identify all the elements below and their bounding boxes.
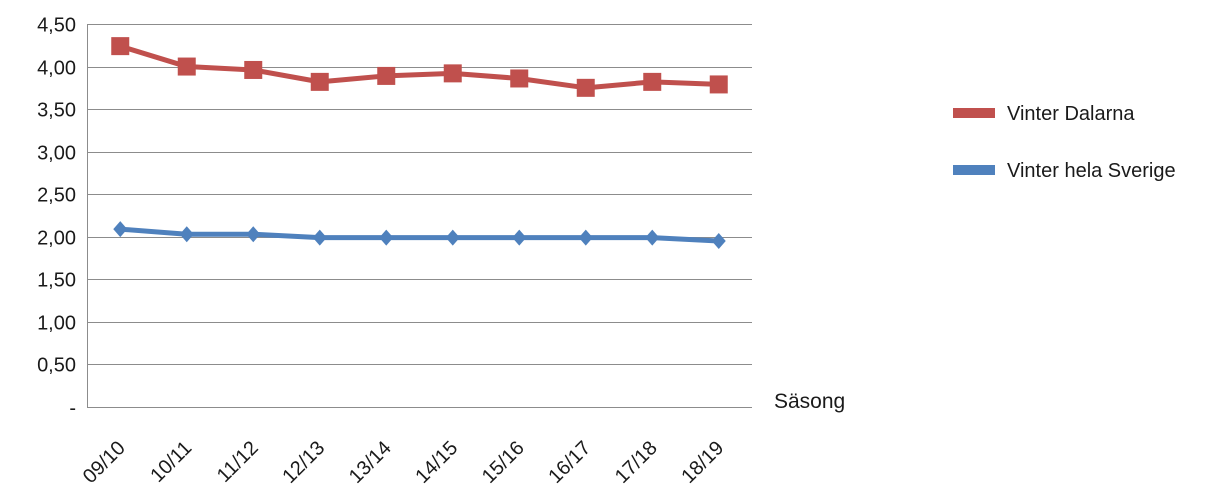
y-tick-label: 3,50 [37, 100, 76, 122]
y-tick-label: - [69, 398, 76, 420]
data-point-square [310, 72, 329, 91]
data-point-diamond [645, 229, 660, 246]
y-tick-label: 4,50 [37, 15, 76, 37]
x-tick-label: 09/10 [79, 437, 130, 488]
y-tick-label: 1,50 [37, 270, 76, 292]
data-point-square [377, 66, 396, 85]
y-tick-label: 2,50 [37, 185, 76, 207]
data-point-square [510, 69, 529, 88]
y-tick-label: 0,50 [37, 355, 76, 377]
data-point-diamond [113, 221, 128, 238]
data-point-diamond [246, 226, 261, 243]
x-axis-tick-labels: 09/10 10/11 11/12 12/13 13/14 14/15 15/16 16/17… [79, 437, 728, 488]
data-series [111, 37, 728, 250]
data-point-diamond [312, 229, 327, 246]
data-point-square [177, 57, 196, 76]
x-axis-title: Säsong [774, 390, 845, 413]
x-tick-label: 18/19 [677, 437, 728, 488]
x-tick-label: 12/13 [278, 437, 329, 488]
legend-label: Vinter hela Sverige [1007, 160, 1176, 182]
legend-label: Vinter Dalarna [1007, 103, 1135, 125]
y-tick-label: 1,00 [37, 313, 76, 335]
data-point-diamond [379, 229, 394, 246]
x-tick-label: 16/17 [544, 437, 595, 488]
y-tick-label: 3,00 [37, 143, 76, 165]
x-tick-label: 11/12 [213, 437, 263, 487]
data-point-diamond [578, 229, 593, 246]
x-tick-label: 17/18 [611, 437, 662, 488]
x-tick-label: 15/16 [478, 437, 529, 488]
data-point-square [443, 64, 462, 83]
data-point-diamond [445, 229, 460, 246]
series-line [117, 43, 722, 91]
data-point-square [576, 78, 595, 97]
series-line [117, 226, 722, 244]
data-point-square [111, 37, 130, 56]
x-tick-label: 14/15 [411, 437, 462, 488]
y-axis-tick-labels: - 0,50 1,00 1,50 2,00 2,50 3,00 3,50 4,00 4,50 [37, 15, 76, 420]
data-point-diamond [512, 229, 527, 246]
data-point-diamond [179, 226, 194, 243]
legend-swatch [953, 108, 995, 118]
data-point-square [244, 60, 263, 79]
x-tick-label: 10/11 [146, 437, 196, 487]
data-point-square [643, 72, 662, 91]
legend-swatch [953, 165, 995, 175]
data-point-square [709, 75, 728, 94]
legend: Vinter Dalarna Vinter hela Sverige [953, 103, 1176, 182]
y-tick-label: 4,00 [37, 58, 76, 80]
data-point-diamond [711, 233, 726, 250]
x-tick-label: 13/14 [345, 437, 396, 488]
y-tick-label: 2,00 [37, 228, 76, 250]
